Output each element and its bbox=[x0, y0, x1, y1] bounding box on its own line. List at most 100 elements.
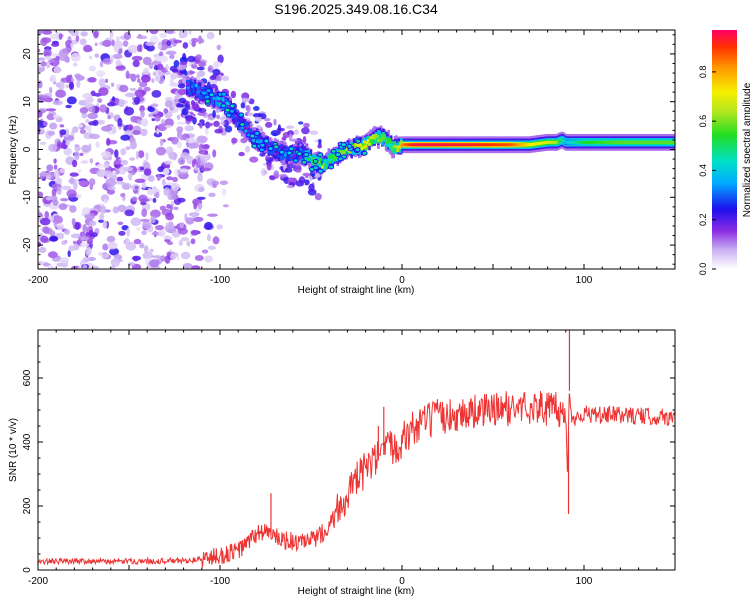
spectrogram-ridge-cell bbox=[252, 138, 255, 142]
spectrogram-noise-cell bbox=[197, 196, 206, 200]
spectrogram-noise-cell bbox=[139, 81, 148, 88]
spectrogram-ridge-cell bbox=[263, 138, 270, 144]
spectrogram-noise-cell bbox=[58, 33, 63, 40]
spectrogram-ridge-cell bbox=[642, 140, 645, 144]
spectrogram-noise-cell bbox=[303, 122, 310, 128]
spectrogram-noise-cell bbox=[55, 89, 66, 98]
spectrogram-ridge-cell bbox=[247, 127, 250, 131]
spectrogram-noise-cell bbox=[47, 130, 56, 136]
spectrogram-ridge-cell bbox=[438, 143, 441, 147]
spectrogram-ridge-cell bbox=[396, 149, 399, 152]
spectrogram-ridge-cell bbox=[226, 102, 230, 105]
spectrogram-noise-cell bbox=[77, 123, 84, 128]
spectrogram-ridge-cell bbox=[656, 140, 659, 144]
spectrogram-noise-cell bbox=[81, 112, 88, 119]
spectrogram-noise-cell bbox=[184, 125, 194, 132]
spectrogram-noise-cell bbox=[44, 211, 49, 219]
spectrogram-noise-cell bbox=[42, 37, 52, 44]
spectrogram-noise-cell bbox=[176, 102, 182, 107]
spectrogram-noise-cell bbox=[45, 196, 53, 201]
spectrogram-ridge-cell bbox=[259, 142, 266, 148]
spectrogram-noise-cell bbox=[143, 161, 151, 171]
spectrogram-noise-cell bbox=[58, 48, 69, 58]
spectrogram-noise-cell bbox=[120, 148, 127, 156]
spectrogram-noise-cell bbox=[85, 118, 90, 124]
spectrogram-noise-cell bbox=[123, 106, 135, 116]
spectrogram-noise-cell bbox=[69, 172, 79, 177]
spectrogram-noise-cell bbox=[212, 236, 220, 245]
spectrogram-noise-cell bbox=[105, 178, 117, 187]
spectrogram-noise-cell bbox=[83, 48, 93, 52]
spectrogram-noise-cell bbox=[152, 197, 157, 203]
spectrogram-noise-cell bbox=[298, 121, 304, 125]
snr-x-tick-label: 0 bbox=[399, 576, 405, 587]
spectrogram-noise-cell bbox=[94, 42, 98, 47]
spectrogram-noise-cell bbox=[131, 130, 142, 136]
spectrogram-noise-cell bbox=[265, 121, 273, 128]
spectrogram-noise-cell bbox=[145, 152, 149, 161]
spectrogram-noise-cell bbox=[204, 150, 208, 155]
spectrogram-noise-cell bbox=[240, 137, 248, 144]
spectrogram-noise-cell bbox=[179, 222, 184, 229]
spectrogram-noise-cell bbox=[88, 65, 96, 72]
spectrogram-ridge-cell bbox=[254, 130, 260, 136]
spectrogram-noise-cell bbox=[39, 217, 51, 226]
spectrogram-noise-cell bbox=[191, 41, 196, 48]
spectrogram-noise-cell bbox=[107, 242, 118, 250]
spectrogram-noise-cell bbox=[159, 32, 168, 39]
spectrogram-ridge-cell bbox=[240, 125, 244, 129]
spectrogram-noise-cell bbox=[43, 55, 52, 60]
spectrogram-ridge-cell bbox=[237, 116, 240, 122]
spectrogram-ridge-cell bbox=[382, 132, 385, 138]
spectrogram-noise-cell bbox=[166, 40, 172, 46]
spectrogram-noise-cell bbox=[192, 61, 196, 65]
spectrogram-noise-cell bbox=[39, 172, 50, 177]
spectrogram-ridge-cell bbox=[204, 98, 211, 104]
spectrogram-noise-cell bbox=[114, 180, 124, 185]
spectrogram-noise-cell bbox=[114, 149, 119, 158]
spectrogram-noise-cell bbox=[93, 31, 99, 39]
spectrogram-ridge-cell bbox=[386, 140, 389, 144]
spectrogram-noise-cell bbox=[45, 108, 57, 112]
spectrogram-noise-cell bbox=[118, 230, 126, 236]
spectrogram-noise-cell bbox=[117, 221, 124, 226]
spectrogram-noise-cell bbox=[134, 185, 139, 190]
spectrogram-ridge-cell bbox=[259, 136, 263, 142]
spectrogram-noise-cell bbox=[198, 187, 205, 192]
spectrogram-ridge-cell bbox=[296, 151, 303, 157]
spectrogram-noise-cell bbox=[150, 215, 156, 224]
spectrogram-noise-cell bbox=[116, 176, 124, 182]
spectrogram-noise-cell bbox=[173, 39, 183, 44]
spectrogram-noise-cell bbox=[214, 128, 223, 134]
spectrogram-noise-cell bbox=[65, 84, 70, 89]
spectrogram-noise-cell bbox=[317, 144, 322, 149]
spectrogram-noise-cell bbox=[130, 115, 138, 123]
spectrogram-noise-cell bbox=[199, 38, 205, 44]
spectrogram-noise-cell bbox=[98, 78, 106, 87]
spectrogram-ridge-cell bbox=[321, 165, 324, 169]
spectrogram-noise-cell bbox=[74, 151, 80, 161]
spectrogram-noise-cell bbox=[164, 100, 173, 108]
spectrogram-noise-cell bbox=[173, 60, 180, 68]
spectrogram-noise-cell bbox=[293, 129, 299, 135]
spectrogram-noise-cell bbox=[285, 125, 295, 129]
spectrogram-noise-cell bbox=[82, 264, 88, 269]
spectrogram-noise-cell bbox=[42, 121, 48, 127]
spectrogram-ridge-cell bbox=[294, 153, 297, 159]
spectrogram-ridge-cell bbox=[235, 119, 239, 125]
spectrogram-noise-cell bbox=[140, 118, 149, 127]
spectrogram-noise-cell bbox=[80, 242, 89, 248]
spectrogram-noise-cell bbox=[117, 204, 127, 213]
spectrogram-noise-cell bbox=[58, 203, 68, 211]
spectrogram-noise-cell bbox=[168, 151, 178, 160]
spectrogram-ridge-cell bbox=[326, 162, 329, 165]
spectrogram-ridge-cell bbox=[383, 136, 387, 140]
spectrogram-noise-cell bbox=[169, 54, 175, 60]
spectrogram-ridge-cell bbox=[391, 147, 394, 151]
spectrogram-noise-cell bbox=[187, 103, 191, 111]
snr-frame bbox=[37, 329, 676, 571]
spectrogram-ridge-cell bbox=[330, 148, 337, 154]
spectrogram-noise-cell bbox=[146, 42, 153, 47]
spectrogram-noise-cell bbox=[201, 144, 210, 149]
spectrogram-ridge-cell bbox=[319, 158, 323, 165]
